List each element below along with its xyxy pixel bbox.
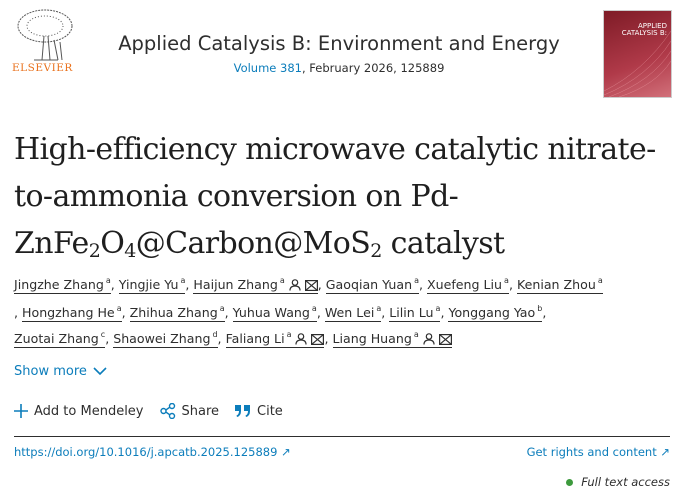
share-icon: [159, 403, 175, 419]
affiliation-marker[interactable]: a: [413, 330, 419, 339]
show-more-button[interactable]: Show more: [14, 364, 107, 379]
author-link[interactable]: Jingzhe Zhang a: [14, 277, 111, 294]
author-link[interactable]: Yonggang Yao b: [448, 304, 543, 322]
affiliation-marker[interactable]: a: [219, 304, 225, 313]
author-name: Shaowei Zhang: [113, 331, 211, 346]
issue-details: , February 2026, 125889: [301, 61, 445, 75]
access-dot-icon: [566, 478, 574, 486]
author-name: Xuefeng Liu: [427, 277, 503, 292]
author-name: Zhihua Zhang: [129, 305, 218, 320]
cover-title: APPLIED CATALYSIS B:: [621, 22, 667, 37]
divider: [14, 436, 670, 437]
author-link[interactable]: Hongzhang He a: [22, 305, 122, 322]
author-name: Haijun Zhang: [193, 277, 278, 292]
author-name: Hongzhang He: [22, 305, 115, 320]
person-icon[interactable]: [289, 274, 301, 300]
affiliation-marker[interactable]: a: [279, 276, 285, 285]
elsevier-tree-logo[interactable]: [14, 8, 76, 78]
volume-link[interactable]: Volume 381: [233, 61, 302, 75]
rights-link[interactable]: Get rights and content ↗: [526, 445, 670, 459]
author-link[interactable]: Haijun Zhang a: [193, 276, 318, 294]
affiliation-marker[interactable]: d: [212, 330, 218, 339]
chevron-down-icon: [93, 367, 107, 376]
cite-button[interactable]: Cite: [235, 403, 283, 419]
mail-icon[interactable]: [304, 274, 318, 300]
author-link[interactable]: Liang Huang a: [332, 330, 452, 348]
article-title: High-efficiency microwave catalytic nitr…: [14, 132, 656, 262]
affiliation-marker[interactable]: a: [105, 276, 111, 285]
author-name: Yingjie Yu: [118, 277, 179, 292]
author-name: Liang Huang: [332, 331, 412, 346]
affiliation-marker[interactable]: a: [180, 276, 186, 285]
person-icon[interactable]: [423, 328, 435, 354]
access-label: Full text access: [581, 475, 670, 489]
author-name: Jingzhe Zhang: [14, 277, 104, 292]
author-link[interactable]: Yuhua Wang a: [232, 304, 317, 322]
author-name: Yuhua Wang: [232, 305, 310, 320]
author-link[interactable]: Lilin Lu a: [389, 304, 441, 322]
access-status: Full text access: [566, 475, 670, 489]
affiliation-marker[interactable]: a: [286, 330, 292, 339]
affiliation-marker[interactable]: a: [376, 304, 382, 313]
author-link[interactable]: Kenian Zhou a: [516, 276, 603, 294]
affiliation-marker[interactable]: a: [597, 276, 603, 285]
plus-icon: [14, 404, 28, 418]
author-name: Wen Lei: [324, 305, 375, 320]
author-list: Jingzhe Zhang a, Yingjie Yu a, Haijun Zhan…: [14, 272, 684, 354]
author-link[interactable]: Shaowei Zhang d: [113, 330, 218, 348]
show-more-label: Show more: [14, 364, 87, 379]
author-name: Kenian Zhou: [516, 277, 596, 292]
author-name: Faliang Li: [225, 331, 285, 346]
affiliation-marker[interactable]: a: [311, 304, 317, 313]
share-label: Share: [181, 403, 220, 419]
journal-cover[interactable]: APPLIED CATALYSIS B:: [603, 10, 672, 98]
person-icon[interactable]: [295, 328, 308, 354]
author-name: Yonggang Yao: [448, 305, 536, 320]
mail-icon[interactable]: [438, 328, 452, 354]
affiliation-marker[interactable]: a: [504, 276, 509, 285]
author-link[interactable]: Zuotai Zhang c: [14, 330, 106, 348]
author-name: Gaoqian Yuan: [325, 277, 413, 292]
author-name: Zuotai Zhang: [14, 331, 99, 346]
cite-label: Cite: [257, 403, 283, 419]
author-link[interactable]: Gaoqian Yuan a: [325, 276, 419, 294]
doi-link[interactable]: https://doi.org/10.1016/j.apcatb.2025.12…: [14, 445, 291, 459]
affiliation-marker[interactable]: c: [100, 330, 106, 339]
affiliation-marker[interactable]: a: [116, 304, 122, 313]
author-name: Lilin Lu: [389, 305, 434, 320]
affiliation-marker[interactable]: a: [414, 276, 419, 285]
share-button[interactable]: Share: [159, 403, 220, 419]
author-link[interactable]: Faliang Li a: [225, 330, 325, 348]
affiliation-marker[interactable]: b: [537, 304, 543, 313]
author-link[interactable]: Wen Lei a: [324, 304, 382, 322]
publisher-name: ELSEVIER: [12, 62, 73, 74]
add-to-mendeley-button[interactable]: Add to Mendeley: [14, 403, 144, 419]
author-link[interactable]: Zhihua Zhang a: [129, 304, 225, 322]
author-link[interactable]: Yingjie Yu a: [118, 276, 186, 294]
mail-icon[interactable]: [311, 328, 325, 354]
author-link[interactable]: Xuefeng Liu a: [427, 277, 509, 294]
affiliation-marker[interactable]: a: [435, 304, 441, 313]
quote-icon: [235, 405, 251, 417]
journal-title[interactable]: Applied Catalysis B: Environment and Ene…: [118, 32, 560, 55]
mendeley-label: Add to Mendeley: [34, 403, 144, 419]
